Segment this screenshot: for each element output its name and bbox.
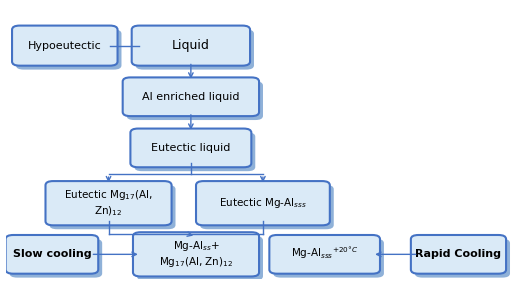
FancyBboxPatch shape: [127, 81, 263, 120]
FancyBboxPatch shape: [200, 185, 334, 229]
FancyBboxPatch shape: [12, 26, 118, 66]
Text: Mg-Al$_{ss}$+
Mg$_{17}$(Al, Zn)$_{12}$: Mg-Al$_{ss}$+ Mg$_{17}$(Al, Zn)$_{12}$: [159, 239, 233, 269]
Text: Eutectic liquid: Eutectic liquid: [151, 143, 231, 153]
FancyBboxPatch shape: [50, 185, 176, 229]
Text: Liquid: Liquid: [172, 39, 210, 52]
Text: Mg-Al$_{sss}$$^{+20\degree C}$: Mg-Al$_{sss}$$^{+20\degree C}$: [291, 246, 358, 262]
Text: Eutectic Mg-Al$_{sss}$: Eutectic Mg-Al$_{sss}$: [219, 196, 307, 210]
FancyBboxPatch shape: [130, 129, 252, 167]
Text: Slow cooling: Slow cooling: [13, 249, 91, 259]
FancyBboxPatch shape: [123, 78, 259, 116]
FancyBboxPatch shape: [46, 181, 172, 225]
FancyBboxPatch shape: [137, 236, 263, 280]
FancyBboxPatch shape: [132, 26, 250, 66]
Text: Eutectic Mg$_{17}$(Al,
Zn)$_{12}$: Eutectic Mg$_{17}$(Al, Zn)$_{12}$: [64, 188, 153, 218]
FancyBboxPatch shape: [9, 239, 102, 277]
FancyBboxPatch shape: [415, 239, 510, 277]
FancyBboxPatch shape: [196, 181, 330, 225]
Text: Hypoeutectic: Hypoeutectic: [28, 41, 101, 51]
FancyBboxPatch shape: [133, 232, 259, 276]
FancyBboxPatch shape: [135, 30, 254, 70]
FancyBboxPatch shape: [134, 133, 255, 171]
FancyBboxPatch shape: [411, 235, 506, 274]
Text: Rapid Cooling: Rapid Cooling: [415, 249, 502, 259]
Text: Al enriched liquid: Al enriched liquid: [142, 92, 240, 102]
FancyBboxPatch shape: [16, 30, 121, 70]
FancyBboxPatch shape: [269, 235, 380, 274]
FancyBboxPatch shape: [274, 239, 384, 277]
FancyBboxPatch shape: [6, 235, 98, 274]
